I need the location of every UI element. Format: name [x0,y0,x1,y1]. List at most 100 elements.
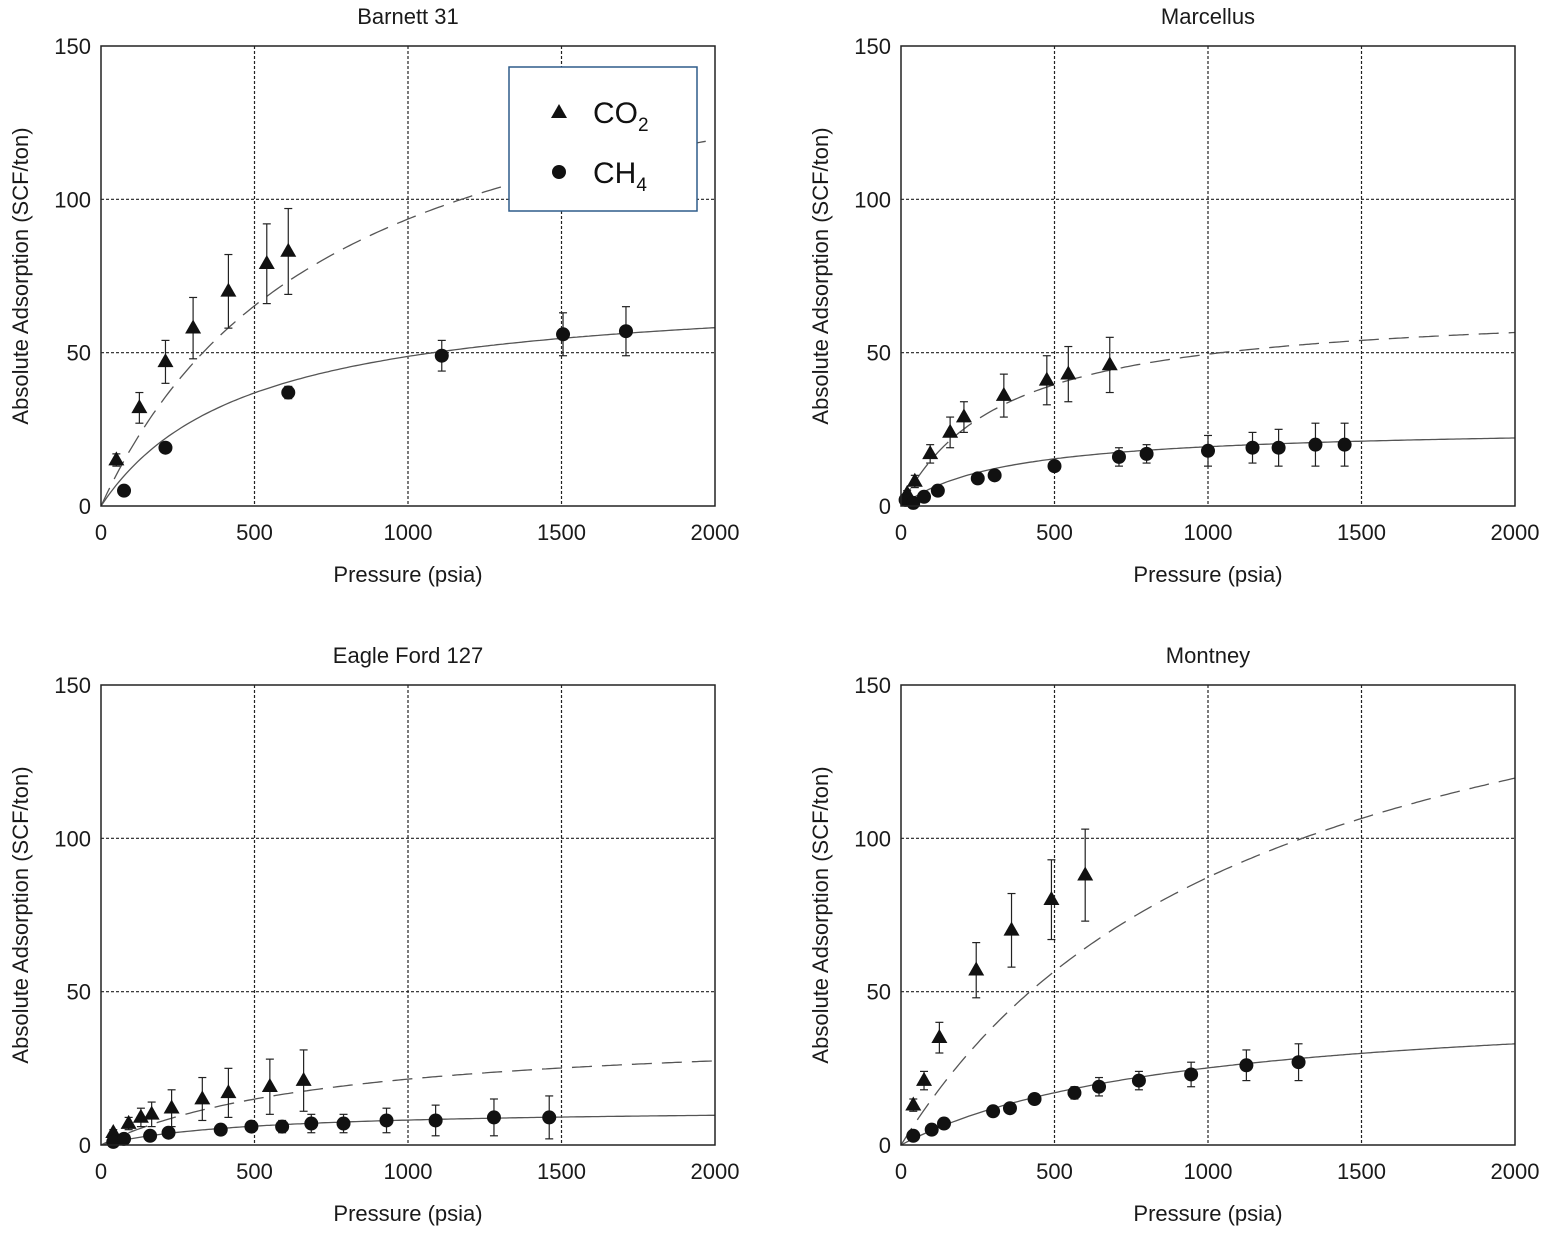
co2-data-point [143,1105,160,1120]
co2-data-point [258,255,275,270]
chart-panel: 0 500 1000 1500 2000 0 50 100 150 Montney Pressure… [808,643,1539,1226]
ch4-data-point [428,1113,443,1128]
y-tick-label: 0 [879,1133,891,1158]
x-tick-label: 2000 [1491,520,1540,545]
ch4-data-point [117,1131,132,1146]
plot-frame [900,684,1516,1146]
co2-data-point [916,1071,933,1086]
x-tick-label: 500 [1036,1159,1073,1184]
ch4-data-point [917,489,932,504]
ch4-data-point [986,1104,1001,1119]
plot-frame [100,684,716,1146]
plot-frame [900,45,1516,507]
chart-panel: 0 500 1000 1500 2000 0 50 100 150 Marcellus Pressu… [808,4,1539,587]
legend-box [508,66,698,212]
co2-data-point [1077,866,1094,881]
y-tick-label: 100 [54,187,91,212]
x-tick-label: 1000 [384,520,433,545]
ch4-data-point [618,324,633,339]
co2-data-point [185,319,202,334]
x-tick-label: 1000 [1184,520,1233,545]
ch4-data-point [936,1116,951,1131]
x-tick-label: 1500 [1337,1159,1386,1184]
y-tick-label: 100 [54,826,91,851]
co2-data-point [1003,921,1020,936]
ch4-data-point [542,1110,557,1125]
ch4-data-point [1027,1092,1042,1106]
y-tick-label: 50 [67,980,91,1005]
chart-title: Barnett 31 [357,4,459,29]
co2-data-point [955,408,972,423]
x-tick-label: 500 [236,520,273,545]
chart-panel: 0 500 1000 1500 2000 0 50 100 150 Eagle Ford 127 P… [8,643,739,1226]
x-tick-label: 0 [895,1159,907,1184]
y-tick-label: 0 [79,1133,91,1158]
y-axis-label: Absolute Adsorption (SCF/ton) [8,127,33,424]
ch4-fit-curve [900,1043,1516,1146]
y-tick-label: 150 [54,34,91,59]
co2-data-point [1038,371,1055,386]
co2-data-point [931,1028,948,1043]
co2-fit-curve [900,777,1516,1146]
chart-title: Eagle Ford 127 [333,643,483,668]
x-axis-label: Pressure (psia) [1133,1201,1282,1226]
co2-data-point [105,1124,122,1139]
co2-data-point [995,386,1012,401]
x-tick-label: 500 [236,1159,273,1184]
y-tick-label: 50 [867,980,891,1005]
x-axis-label: Pressure (psia) [1133,562,1282,587]
co2-data-point [157,353,174,368]
x-tick-label: 2000 [691,1159,740,1184]
x-tick-label: 1000 [384,1159,433,1184]
ch4-data-point [434,348,449,363]
ch4-data-point [281,385,296,400]
ch4-data-point [336,1116,351,1131]
ch4-data-point [987,468,1002,483]
x-tick-label: 1500 [537,520,586,545]
plot-frame [100,45,716,507]
co2-data-point [220,282,237,297]
co2-data-point [194,1090,211,1105]
co2-data-point [922,445,939,460]
ch4-data-point [379,1113,394,1128]
x-tick-label: 2000 [1491,1159,1540,1184]
x-tick-label: 500 [1036,520,1073,545]
co2-data-point [1060,365,1077,380]
co2-data-point [163,1099,180,1114]
y-axis-label: Absolute Adsorption (SCF/ton) [808,127,833,424]
ch4-data-point [117,483,132,498]
co2-data-point [1043,890,1060,905]
ch4-data-point [304,1116,319,1131]
ch4-data-point [1092,1079,1107,1094]
y-tick-label: 150 [854,34,891,59]
ch4-data-point [161,1125,176,1140]
y-axis-label: Absolute Adsorption (SCF/ton) [808,766,833,1063]
ch4-data-point [1067,1085,1082,1100]
ch4-data-point [1201,443,1215,458]
y-tick-label: 150 [54,673,91,698]
y-tick-label: 0 [879,494,891,519]
y-axis-label: Absolute Adsorption (SCF/ton) [8,766,33,1063]
x-tick-label: 0 [95,520,107,545]
co2-data-point [220,1084,237,1099]
co2-data-point [905,1096,922,1111]
ch4-data-point [906,1128,921,1143]
x-axis-label: Pressure (psia) [333,1201,482,1226]
legend-co2-marker [551,104,567,118]
ch4-data-point [1245,440,1260,455]
ch4-fit-curve [100,327,716,507]
co2-data-point [261,1078,278,1093]
x-axis-label: Pressure (psia) [333,562,482,587]
chart-panel: 0 500 1000 1500 2000 0 50 100 150 Barnett 31 Press… [8,4,739,587]
co2-data-point [280,242,297,257]
co2-fit-curve [100,1060,716,1146]
ch4-data-point [1271,440,1286,455]
y-tick-label: 50 [67,341,91,366]
x-tick-label: 1000 [1184,1159,1233,1184]
ch4-data-point [1184,1067,1199,1082]
ch4-data-point [275,1119,290,1134]
ch4-data-point [1047,459,1062,474]
y-tick-label: 0 [79,494,91,519]
co2-data-point [1101,356,1118,371]
ch4-data-point [970,471,985,486]
